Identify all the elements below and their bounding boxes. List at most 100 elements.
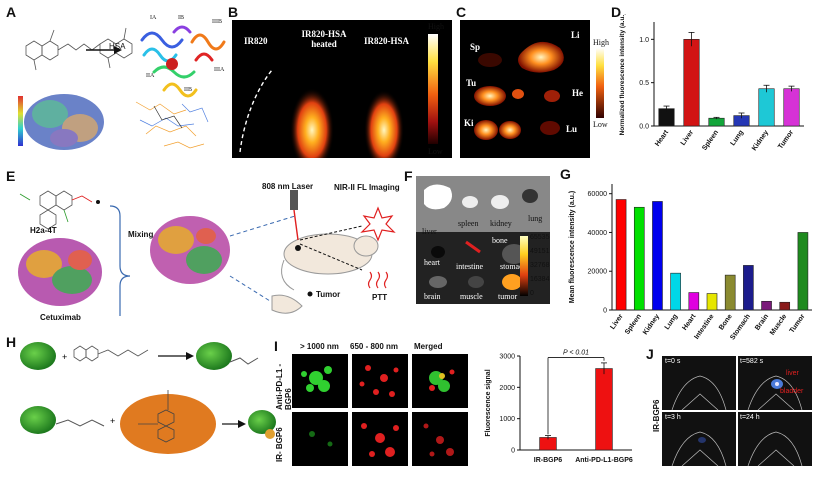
f-label-tumor: tumor <box>498 292 518 301</box>
panel-letter-i: I <box>274 338 278 354</box>
imaging-label: NIR-II FL Imaging <box>334 183 400 192</box>
x-tick-label: IR-BGP6 <box>534 457 563 464</box>
x-tick-label: Heart <box>654 129 670 148</box>
bar-heart <box>688 292 700 311</box>
col-header-1: > 1000 nm <box>300 342 339 351</box>
organ-tu: Tu <box>466 78 477 88</box>
y-tick-label: 0 <box>603 308 607 315</box>
x-tick-label: Spleen <box>624 313 643 336</box>
label-ir820: IR820 <box>244 36 268 46</box>
bar-spleen <box>633 206 645 311</box>
panel-letter-c: C <box>456 4 467 20</box>
domain-iiib: IIIB <box>212 19 222 25</box>
x-tick-label: Anti-PD-L1-BGP6 <box>575 457 633 464</box>
x-tick-label: Lung <box>730 129 746 147</box>
y-tick-label: 2000 <box>499 385 515 392</box>
organ-lu: Lu <box>566 124 578 134</box>
organ-li: Li <box>571 30 580 40</box>
bar-spleen <box>708 117 725 127</box>
complex-model <box>150 216 230 284</box>
colorbar-f <box>520 236 528 296</box>
y-axis-label: Mean fluorescence intensity (a.u.) <box>569 191 576 303</box>
j-time-0: t=0 s <box>665 358 681 365</box>
y-tick-label: 1000 <box>499 416 515 423</box>
y-tick-label: 20000 <box>588 269 608 276</box>
f-label-spleen: spleen <box>458 219 479 228</box>
domain-iib: IIB <box>184 87 192 93</box>
panel-letter-f: F <box>404 168 413 184</box>
x-tick-label: Liver <box>609 313 624 331</box>
bar-intestine <box>706 293 718 311</box>
cetuximab-model <box>18 238 102 306</box>
x-tick-label: Kidney <box>642 313 661 336</box>
j-time-1: t=582 s <box>740 358 764 365</box>
x-tick-label: Bone <box>718 313 734 331</box>
panel-letter-d: D <box>611 4 622 20</box>
panel-letter-h: H <box>6 334 17 350</box>
label-ir820-hsa: IR820-HSA <box>364 36 410 46</box>
bar-brain <box>761 300 772 311</box>
j-label-bladder: bladder <box>780 388 804 395</box>
j-label-liver: liver <box>786 370 799 377</box>
label-ir820-hsa-heated: IR820-HSA heated <box>301 29 347 49</box>
x-tick-label: Muscle <box>769 313 788 337</box>
protein-1 <box>20 342 56 370</box>
bar-lung <box>670 272 681 311</box>
imaging-burst-icon <box>360 206 396 242</box>
x-tick-label: Tumor <box>789 313 807 335</box>
col-header-2: 650 - 800 nm <box>350 342 399 351</box>
panel-letter-e: E <box>6 168 16 184</box>
panel-a-figure <box>18 25 226 150</box>
chart-i: 0 1000 2000 3000 Fluorescence signal IR-BGP6 A… <box>485 350 633 464</box>
row-label-1: Anti-PD-L1 -BGP6 <box>275 363 293 410</box>
bar-muscle <box>779 301 791 311</box>
protein-4 <box>248 410 276 434</box>
protein-3 <box>20 406 56 434</box>
x-tick-label: Brain <box>754 313 770 332</box>
panel-letter-j: J <box>646 346 654 362</box>
binding-pocket <box>135 101 209 149</box>
y-tick-label: 0.5 <box>639 80 649 87</box>
y-axis-label: Fluorescence signal <box>485 369 492 436</box>
p-value-label: P < 0.01 <box>563 350 589 357</box>
colorbar-b-low: Low <box>428 147 443 156</box>
x-tick-label: Kidney <box>751 129 770 152</box>
ptt-label: PTT <box>372 293 388 302</box>
bar-bone <box>724 274 736 311</box>
panel-h-figure: + + <box>20 342 276 454</box>
f-label-intestine: intestine <box>456 262 484 271</box>
bar-kidney <box>758 88 775 127</box>
colorbar-c-high: High <box>593 38 609 47</box>
cbar-f-tick-3: 16384 <box>530 276 550 283</box>
x-tick-label: Lung <box>664 313 680 331</box>
hsa-ribbon <box>140 25 226 98</box>
y-tick-label: 1.0 <box>639 37 649 44</box>
bar-tumor <box>783 88 800 127</box>
ptt-heat-icon <box>367 271 389 289</box>
hsa-surface <box>18 94 104 150</box>
y-tick-label: 0 <box>511 448 515 455</box>
y-axis-label: Normalized fluorescence intensity (a.u.) <box>619 14 626 135</box>
cbar-f-tick-2: 32768 <box>530 262 550 269</box>
panel-c-image <box>460 20 590 158</box>
x-tick-label: Heart <box>681 313 697 332</box>
protein-2 <box>196 342 232 370</box>
cbar-f-tick-1: 49151 <box>530 248 550 255</box>
f-label-heart: heart <box>424 258 440 267</box>
domain-ia: IA <box>150 15 157 21</box>
y-tick-label: 3000 <box>499 354 515 361</box>
panel-e-figure <box>18 190 396 316</box>
chart-g: 0 20000 40000 60000 Mean fluorescence intens… <box>569 184 812 340</box>
cbar-f-tick-0: 65535 <box>530 234 550 241</box>
f-label-kidney: kidney <box>490 219 512 228</box>
bar-liver <box>615 199 627 311</box>
bar-stomach <box>743 265 754 311</box>
y-tick-label: 0.0 <box>639 124 649 131</box>
nanoparticle <box>120 390 216 454</box>
h2a-4t-structure <box>19 190 93 230</box>
laser-label: 808 nm Laser <box>262 182 314 191</box>
svg-text:+: + <box>110 416 115 426</box>
col-header-3: Merged <box>414 342 443 351</box>
f-label-stomach: stomach <box>500 262 527 271</box>
domain-iiia: IIIA <box>214 67 225 73</box>
